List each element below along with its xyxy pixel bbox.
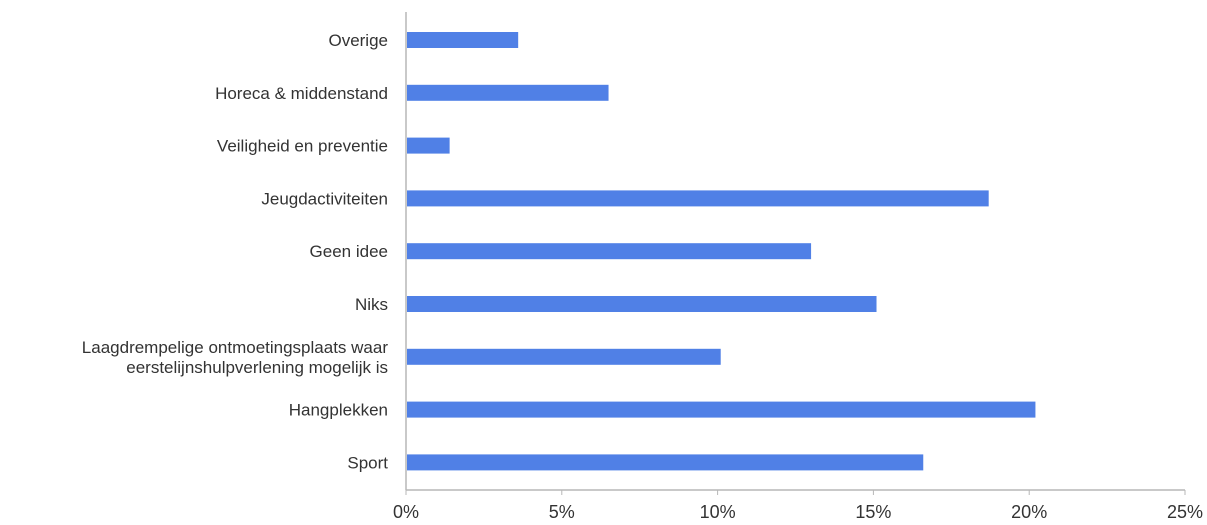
category-label: Sport <box>347 453 388 472</box>
category-label: Geen idee <box>310 242 388 261</box>
bar <box>407 190 989 207</box>
category-label-line: Laagdrempelige ontmoetingsplaats waar <box>82 338 389 357</box>
category-labels-layer: Overige Horeca & middenstand Veiligheid en… <box>82 31 389 472</box>
category-label: Niks <box>355 295 388 314</box>
bar <box>407 348 721 365</box>
bar <box>407 296 877 312</box>
category-label: Horeca & middenstand <box>215 84 388 103</box>
bar <box>407 401 1036 418</box>
category-label-line: Hangplekken <box>289 401 388 420</box>
category-label: Laagdrempelige ontmoetingsplaats waar eer… <box>82 338 389 377</box>
bar <box>407 32 519 48</box>
category-label-line: eerstelijnshulpverlening mogelijk is <box>126 358 388 377</box>
bar <box>407 243 812 260</box>
category-label-line: Jeugdactiviteiten <box>261 189 388 208</box>
category-label-line: Niks <box>355 295 388 314</box>
category-label-line: Horeca & middenstand <box>215 84 388 103</box>
category-label-line: Veiligheid en preventie <box>217 137 388 156</box>
x-tick-label: 20% <box>1011 502 1047 522</box>
category-label: Overige <box>328 31 388 50</box>
category-label-line: Sport <box>347 453 388 472</box>
category-label-line: Overige <box>328 31 388 50</box>
x-tick-label: 25% <box>1167 502 1203 522</box>
x-tick-label: 5% <box>549 502 575 522</box>
bar <box>407 137 450 154</box>
x-tick-label: 10% <box>700 502 736 522</box>
category-label-line: Geen idee <box>310 242 388 261</box>
x-tick-label: 0% <box>393 502 419 522</box>
bars-layer <box>407 32 1036 471</box>
category-label: Hangplekken <box>289 401 388 420</box>
category-label: Veiligheid en preventie <box>217 137 388 156</box>
x-tick-label: 15% <box>855 502 891 522</box>
bar <box>407 454 924 471</box>
bar <box>407 84 609 101</box>
axis-layer <box>405 12 1186 495</box>
category-label: Jeugdactiviteiten <box>261 189 388 208</box>
tick-labels-layer: 0% 5% 10% 15% 20% 25% <box>393 502 1203 522</box>
